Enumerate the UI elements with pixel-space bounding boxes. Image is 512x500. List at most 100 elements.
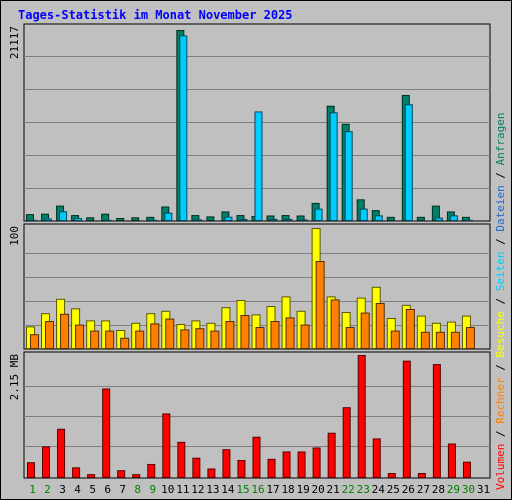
legend-item: Anfragen [494, 112, 507, 165]
x-tick-label-day-27: 27 [417, 483, 430, 496]
bar-volumen-26 [402, 360, 411, 478]
bar-seiten-12 [194, 219, 203, 221]
bar-volumen-24 [372, 438, 381, 478]
bar-rechner-5 [90, 330, 100, 350]
bar-rechner-7 [120, 337, 130, 349]
bar-rechner-17 [270, 321, 280, 349]
bar-volumen-1 [27, 462, 35, 479]
bar-volumen-15 [237, 459, 246, 479]
bar-rechner-30 [465, 327, 475, 349]
bar-rechner-27 [420, 331, 430, 349]
x-tick-label-day-18: 18 [281, 483, 294, 496]
bar-anfragen-6 [101, 213, 110, 221]
bar-rechner-25 [390, 330, 400, 350]
x-tick-label-day-9: 9 [149, 483, 156, 496]
legend-item: Besuche [494, 311, 507, 357]
legend-item: Rechner [494, 377, 507, 424]
x-tick-label-day-16: 16 [251, 483, 264, 496]
bar-volumen-18 [282, 451, 291, 479]
x-tick-label-day-20: 20 [312, 483, 325, 496]
bar-anfragen-27 [416, 216, 425, 221]
y-axis-max-label: 2.15 MB [8, 354, 21, 401]
x-tick-label-day-31: 31 [477, 483, 490, 496]
bar-volumen-5 [87, 474, 96, 478]
x-tick-label-day-17: 17 [266, 483, 279, 496]
legend-item: / [494, 232, 507, 252]
bar-seiten-16 [254, 111, 263, 221]
bar-volumen-22 [342, 407, 351, 478]
chart-panel-middle: 100 [8, 223, 491, 350]
bar-volumen-12 [192, 457, 201, 478]
bar-volumen-27 [417, 473, 426, 478]
x-tick-label-day-25: 25 [387, 483, 400, 496]
bar-volumen-14 [222, 449, 231, 478]
y-axis-max-label: 100 [8, 226, 21, 246]
bar-seiten-10 [164, 212, 173, 222]
x-tick-label-day-8: 8 [134, 483, 141, 496]
bar-seiten-18 [284, 218, 293, 221]
x-tick-label-day-15: 15 [236, 483, 249, 496]
x-tick-label-day-2: 2 [44, 483, 51, 496]
bar-rechner-2 [45, 321, 55, 349]
bar-seiten-14 [224, 216, 233, 221]
bar-rechner-23 [360, 312, 370, 350]
x-tick-label-day-19: 19 [296, 483, 309, 496]
legend-item: Dateien [494, 185, 507, 231]
x-tick-label-day-24: 24 [372, 483, 386, 496]
bar-rechner-1 [30, 334, 39, 350]
x-tick-label-day-1: 1 [29, 483, 36, 496]
bar-rechner-8 [135, 330, 145, 350]
bar-volumen-20 [312, 447, 321, 478]
bar-volumen-6 [102, 388, 111, 478]
chart-panel-top: 21117 [8, 23, 491, 222]
bar-rechner-29 [450, 331, 460, 349]
bar-volumen-17 [267, 458, 276, 478]
bar-anfragen-5 [86, 217, 95, 221]
bar-volumen-16 [252, 436, 261, 479]
bar-seiten-2 [44, 218, 53, 221]
bar-rechner-15 [240, 315, 250, 349]
x-tick-label-day-5: 5 [89, 483, 96, 496]
bar-rechner-14 [225, 321, 235, 349]
bar-rechner-20 [315, 261, 325, 349]
bar-seiten-29 [449, 215, 458, 221]
bar-rechner-11 [180, 329, 190, 349]
x-tick-label-day-23: 23 [357, 483, 370, 496]
legend: Volumen / Rechner / Besuche / Seiten / D… [494, 112, 507, 490]
x-tick-label-day-22: 22 [342, 483, 355, 496]
bar-volumen-9 [147, 463, 156, 478]
y-axis-max-label: 21117 [8, 26, 21, 59]
bar-volumen-25 [387, 473, 396, 478]
legend-item: / [494, 165, 507, 185]
bar-seiten-24 [374, 215, 383, 221]
x-tick-label-day-29: 29 [447, 483, 460, 496]
bar-rechner-9 [150, 323, 160, 349]
bar-seiten-4 [74, 218, 83, 221]
bar-rechner-28 [435, 331, 445, 349]
bar-volumen-4 [72, 467, 81, 478]
legend-item: Volumen [494, 444, 507, 490]
x-tick-label-day-3: 3 [59, 483, 66, 496]
bar-volumen-3 [57, 428, 66, 479]
bar-anfragen-13 [206, 216, 215, 221]
x-tick-label-day-28: 28 [432, 483, 445, 496]
bar-rechner-26 [405, 309, 415, 349]
bar-rechner-19 [300, 324, 310, 350]
bar-rechner-22 [345, 327, 355, 349]
bar-seiten-26 [404, 104, 413, 221]
x-tick-label-day-13: 13 [206, 483, 219, 496]
bar-anfragen-25 [386, 216, 395, 221]
bar-seiten-11 [179, 35, 188, 221]
bar-volumen-30 [462, 461, 471, 479]
bar-volumen-19 [297, 451, 306, 479]
x-tick-label-day-7: 7 [119, 483, 126, 496]
x-tick-label-day-14: 14 [221, 483, 235, 496]
chart-panel-bottom: 2.15 MB [8, 351, 491, 479]
legend-item: / [494, 424, 507, 444]
bar-rechner-21 [330, 299, 340, 349]
bar-volumen-13 [207, 468, 216, 479]
bar-seiten-23 [359, 208, 368, 222]
bar-anfragen-7 [116, 218, 125, 221]
x-tick-label-day-4: 4 [74, 483, 81, 496]
bar-volumen-2 [42, 446, 51, 479]
